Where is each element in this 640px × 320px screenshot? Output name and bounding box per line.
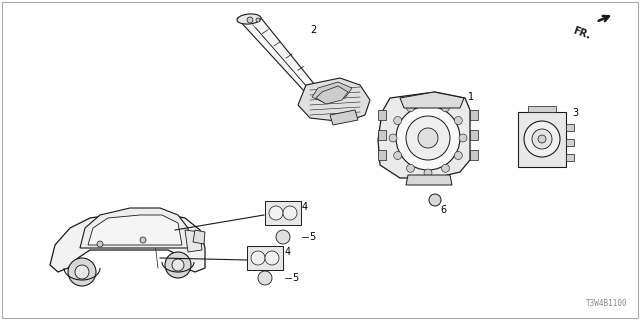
Circle shape xyxy=(251,251,265,265)
Circle shape xyxy=(424,169,432,177)
Polygon shape xyxy=(378,92,470,178)
Polygon shape xyxy=(406,175,452,185)
Text: 1: 1 xyxy=(468,92,474,102)
Circle shape xyxy=(140,237,146,243)
Circle shape xyxy=(524,121,560,157)
Text: 5: 5 xyxy=(309,232,316,242)
Polygon shape xyxy=(330,110,358,125)
Polygon shape xyxy=(247,246,283,270)
Polygon shape xyxy=(528,106,556,112)
Polygon shape xyxy=(237,18,315,92)
Text: 6: 6 xyxy=(440,205,446,215)
Circle shape xyxy=(269,206,283,220)
Circle shape xyxy=(442,104,449,112)
Circle shape xyxy=(424,99,432,107)
Polygon shape xyxy=(265,201,301,225)
Circle shape xyxy=(532,129,552,149)
Text: 5: 5 xyxy=(292,273,298,283)
Circle shape xyxy=(429,194,441,206)
Circle shape xyxy=(265,251,279,265)
Circle shape xyxy=(442,164,449,172)
Circle shape xyxy=(406,164,415,172)
Polygon shape xyxy=(470,130,478,140)
Text: 3: 3 xyxy=(572,108,578,118)
Text: 4: 4 xyxy=(285,247,291,257)
Polygon shape xyxy=(88,215,182,245)
Ellipse shape xyxy=(237,14,261,24)
Text: 4: 4 xyxy=(302,202,308,212)
Polygon shape xyxy=(378,110,386,120)
Text: FR.: FR. xyxy=(572,25,592,41)
Polygon shape xyxy=(470,110,478,120)
Polygon shape xyxy=(316,86,348,104)
Circle shape xyxy=(418,128,438,148)
Circle shape xyxy=(406,104,415,112)
Text: T3W4B1100: T3W4B1100 xyxy=(586,299,627,308)
Polygon shape xyxy=(312,82,352,103)
Circle shape xyxy=(389,134,397,142)
Polygon shape xyxy=(378,130,386,140)
Polygon shape xyxy=(566,124,574,131)
Polygon shape xyxy=(566,139,574,146)
Circle shape xyxy=(454,116,462,124)
Polygon shape xyxy=(400,92,464,108)
Circle shape xyxy=(394,151,402,159)
Circle shape xyxy=(538,135,546,143)
Polygon shape xyxy=(193,230,205,244)
Circle shape xyxy=(396,106,460,170)
Polygon shape xyxy=(518,112,566,167)
Polygon shape xyxy=(50,212,205,272)
Circle shape xyxy=(97,241,103,247)
Polygon shape xyxy=(80,208,190,248)
Circle shape xyxy=(258,271,272,285)
Circle shape xyxy=(283,206,297,220)
Polygon shape xyxy=(378,150,386,160)
Circle shape xyxy=(75,265,89,279)
Circle shape xyxy=(459,134,467,142)
Circle shape xyxy=(247,17,253,23)
Text: 2: 2 xyxy=(310,25,316,35)
Circle shape xyxy=(394,116,402,124)
Polygon shape xyxy=(298,78,370,122)
Polygon shape xyxy=(185,230,202,252)
Circle shape xyxy=(276,230,290,244)
Circle shape xyxy=(165,252,191,278)
Circle shape xyxy=(256,18,260,22)
Polygon shape xyxy=(470,150,478,160)
Circle shape xyxy=(172,259,184,271)
Circle shape xyxy=(68,258,96,286)
Circle shape xyxy=(406,116,450,160)
Polygon shape xyxy=(566,154,574,161)
Circle shape xyxy=(454,151,462,159)
